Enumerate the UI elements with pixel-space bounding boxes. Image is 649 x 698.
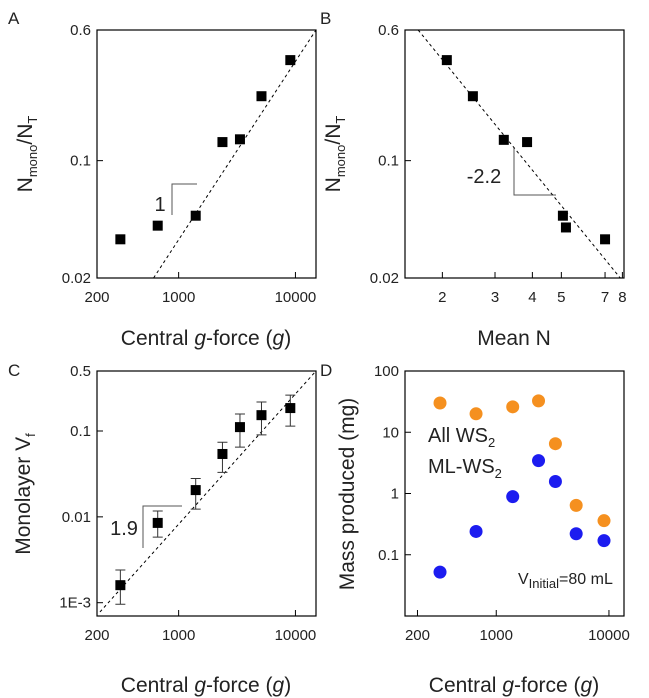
fit-line bbox=[99, 370, 317, 613]
data-point bbox=[548, 437, 562, 451]
y-tick-label: 0.6 bbox=[378, 22, 399, 39]
x-tick-label: 1000 bbox=[162, 627, 195, 644]
slope-triangle bbox=[171, 183, 197, 215]
data-point bbox=[433, 396, 447, 410]
fit-line bbox=[417, 29, 621, 279]
y-tick-label: 0.1 bbox=[378, 547, 399, 564]
data-point bbox=[256, 91, 267, 102]
series-label: ML-WS2 bbox=[428, 456, 502, 481]
x-tick-label: 1000 bbox=[162, 289, 195, 306]
y-axis-label: Monolayer Vf bbox=[12, 433, 38, 555]
data-point bbox=[597, 534, 611, 548]
y-tick-label: 1 bbox=[391, 486, 399, 503]
plot-frame bbox=[404, 29, 625, 279]
data-point bbox=[532, 394, 546, 408]
x-axis-label: Central g-force (g) bbox=[429, 674, 599, 697]
data-point bbox=[506, 400, 520, 414]
fit-line bbox=[153, 29, 317, 279]
y-tick-label: 1E-3 bbox=[59, 595, 91, 612]
data-point bbox=[441, 55, 452, 66]
x-tick-label: 2 bbox=[438, 289, 446, 306]
x-tick-label: 1000 bbox=[480, 627, 513, 644]
data-point bbox=[469, 524, 483, 538]
y-tick-label: 0.1 bbox=[70, 153, 91, 170]
data-point bbox=[190, 210, 201, 221]
plot-frame bbox=[96, 29, 317, 279]
data-point bbox=[152, 220, 163, 231]
data-point bbox=[234, 422, 245, 433]
data-point bbox=[522, 137, 533, 148]
note: VInitial=80 mL bbox=[518, 571, 613, 591]
data-point bbox=[467, 91, 478, 102]
x-tick-label: 4 bbox=[528, 289, 536, 306]
x-tick-label: 8 bbox=[618, 289, 626, 306]
data-point bbox=[285, 55, 296, 66]
data-point bbox=[498, 134, 509, 145]
y-axis-label: Nmono/NT bbox=[322, 116, 348, 193]
x-axis-label: Mean N bbox=[477, 327, 551, 350]
panel-letter: D bbox=[320, 361, 332, 380]
data-point bbox=[469, 407, 483, 421]
data-point bbox=[597, 514, 611, 528]
data-point bbox=[234, 134, 245, 145]
panel-letter: C bbox=[8, 361, 20, 380]
x-axis-label: Central g-force (g) bbox=[121, 327, 291, 350]
data-point bbox=[115, 580, 126, 591]
y-tick-label: 0.1 bbox=[378, 153, 399, 170]
x-tick-label: 10000 bbox=[588, 627, 630, 644]
y-tick-label: 0.6 bbox=[70, 22, 91, 39]
y-tick-label: 10 bbox=[382, 424, 399, 441]
x-tick-label: 200 bbox=[405, 627, 430, 644]
data-point bbox=[217, 448, 228, 459]
y-tick-label: 100 bbox=[374, 363, 399, 380]
y-tick-label: 0.02 bbox=[62, 270, 91, 287]
y-tick-label: 0.01 bbox=[62, 509, 91, 526]
x-tick-label: 10000 bbox=[275, 289, 317, 306]
slope-label: 1 bbox=[154, 194, 165, 216]
y-tick-label: 0.1 bbox=[70, 423, 91, 440]
data-point bbox=[569, 498, 583, 512]
slope-triangle bbox=[142, 505, 182, 548]
y-tick-label: 0.02 bbox=[370, 270, 399, 287]
slope-label: 1.9 bbox=[110, 518, 138, 540]
panel-letter: A bbox=[8, 9, 20, 28]
y-tick-label: 0.5 bbox=[70, 363, 91, 380]
data-point bbox=[532, 454, 546, 468]
plot-frame bbox=[96, 370, 317, 617]
data-point bbox=[190, 485, 201, 496]
data-point bbox=[600, 234, 611, 245]
data-point bbox=[285, 403, 296, 414]
x-tick-label: 5 bbox=[557, 289, 565, 306]
slope-triangle bbox=[513, 148, 556, 196]
data-point bbox=[506, 490, 520, 504]
x-tick-label: 200 bbox=[84, 627, 109, 644]
series-label: All WS2 bbox=[428, 425, 495, 450]
data-point bbox=[548, 475, 562, 489]
data-point bbox=[152, 517, 163, 528]
x-axis-label: Central g-force (g) bbox=[121, 674, 291, 697]
data-point bbox=[569, 527, 583, 541]
data-point bbox=[217, 137, 228, 148]
data-point bbox=[560, 222, 571, 233]
x-tick-label: 3 bbox=[491, 289, 499, 306]
data-point bbox=[115, 234, 126, 245]
y-axis-label: Mass produced (mg) bbox=[336, 398, 359, 591]
slope-label: -2.2 bbox=[467, 166, 501, 188]
data-point bbox=[256, 410, 267, 421]
y-axis-label: Nmono/NT bbox=[14, 116, 40, 193]
x-tick-label: 200 bbox=[84, 289, 109, 306]
data-point bbox=[557, 210, 568, 221]
panel-letter: B bbox=[320, 9, 331, 28]
data-point bbox=[433, 565, 447, 579]
x-tick-label: 7 bbox=[601, 289, 609, 306]
x-tick-label: 10000 bbox=[275, 627, 317, 644]
